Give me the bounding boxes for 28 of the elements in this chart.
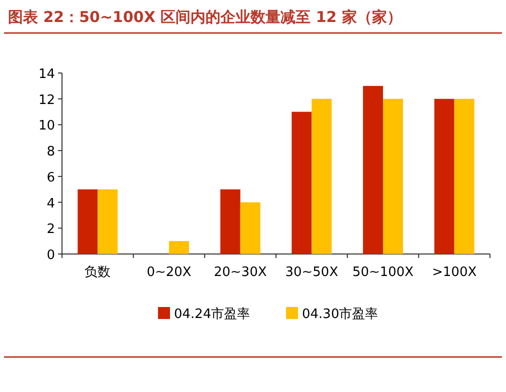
bar <box>363 86 383 254</box>
bar <box>169 241 189 254</box>
x-tick-label: 50~100X <box>352 265 414 280</box>
bar <box>292 112 312 254</box>
bar <box>220 189 240 254</box>
bar <box>383 98 403 254</box>
bar <box>240 202 260 254</box>
bar <box>454 98 474 254</box>
y-tick-label: 8 <box>46 144 55 160</box>
bar <box>98 189 118 254</box>
chart-title: 图表 22：50~100X 区间内的企业数量减至 12 家（家） <box>8 8 402 26</box>
x-tick-label: >100X <box>432 265 477 280</box>
y-tick-label: 10 <box>38 118 55 134</box>
y-tick-label: 4 <box>46 196 55 212</box>
bar <box>312 98 332 254</box>
x-tick-label: 0~20X <box>146 265 192 280</box>
bar <box>78 189 98 254</box>
y-tick-label: 0 <box>46 248 55 263</box>
x-tick-label: 负数 <box>84 265 111 280</box>
y-tick-label: 6 <box>46 170 55 186</box>
legend-label: 04.30市盈率 <box>302 306 378 322</box>
y-tick-label: 14 <box>38 67 55 82</box>
x-tick-label: 20~30X <box>214 265 267 280</box>
x-tick-label: 30~50X <box>285 265 338 280</box>
legend-label: 04.24市盈率 <box>174 306 250 322</box>
bar <box>434 98 454 254</box>
y-tick-label: 2 <box>46 222 55 238</box>
y-tick-label: 12 <box>38 92 55 108</box>
